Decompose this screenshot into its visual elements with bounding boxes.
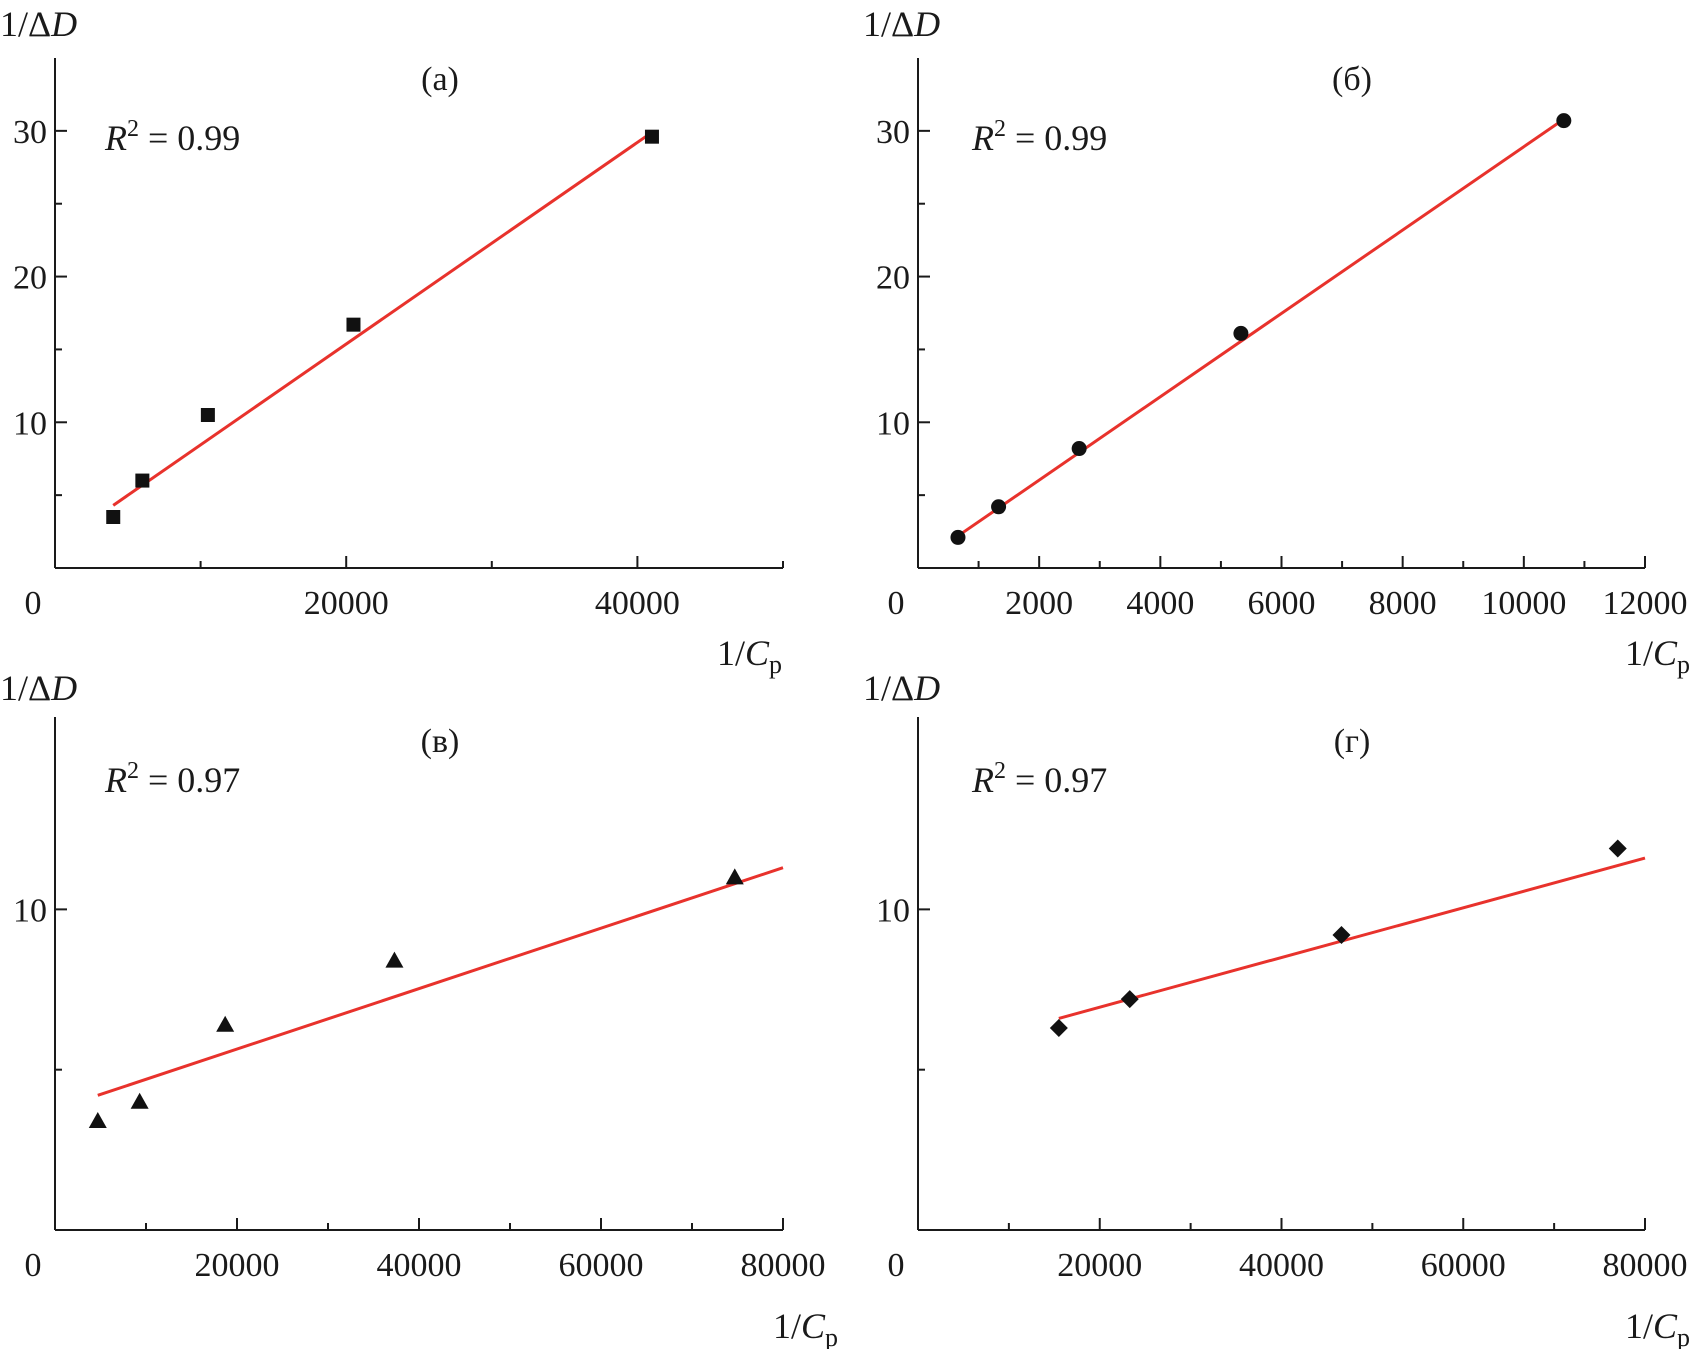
data-point-diamond [1120, 990, 1139, 1009]
data-point-circle [950, 529, 966, 545]
data-point-triangle [88, 1111, 107, 1128]
x-tick-label: 6000 [1248, 585, 1316, 622]
y-axis-title: 1/ΔD [863, 4, 940, 44]
x-tick-label: 80000 [741, 1247, 826, 1284]
r-squared-annotation: R2 = 0.97 [971, 758, 1107, 800]
data-point-triangle [130, 1092, 149, 1109]
panel-label: (г) [1334, 723, 1371, 760]
data-point-triangle [216, 1015, 235, 1032]
x-tick-label: 10000 [1481, 585, 1566, 622]
data-point-square [135, 473, 150, 488]
data-point-diamond [1049, 1019, 1068, 1038]
r-squared-annotation: R2 = 0.99 [971, 116, 1107, 158]
x-tick-label: 8000 [1369, 585, 1437, 622]
y-axis-title: 1/ΔD [863, 668, 940, 708]
panel-3: 20000 40000 60000 80000 10 0 1/ΔD 1/Cp (в) R2 = 0… [0, 668, 838, 1349]
fit-line [112, 131, 653, 507]
x-tick-label: 12000 [1603, 585, 1688, 622]
panel-1: 20000 40000 10 20 30 0 1/ΔD 1/Cp (а) R2 = 0.99 [0, 4, 784, 679]
x-tick-label: 4000 [1126, 585, 1194, 622]
data-point-square [106, 510, 121, 524]
data-point-circle [1556, 113, 1572, 129]
panel-label: (б) [1332, 61, 1372, 98]
y-tick-label: 10 [13, 892, 47, 929]
y-axis-title: 1/ΔD [0, 668, 77, 708]
data-point-circle [991, 499, 1007, 515]
x-tick-label: 40000 [595, 585, 680, 622]
fit-line [97, 866, 784, 1097]
y-axis-title: 1/ΔD [0, 4, 77, 44]
y-tick-label: 10 [13, 405, 47, 442]
y-tick-label: 20 [13, 260, 47, 297]
panel-label: (в) [421, 723, 460, 760]
x-tick-label: 2000 [1005, 585, 1073, 622]
data-point-diamond [1608, 839, 1627, 858]
x-axis-title: 1/Cp [1625, 633, 1690, 679]
data-point-diamond [1332, 926, 1351, 945]
x-tick-label: 20000 [1057, 1247, 1142, 1284]
origin-label: 0 [888, 585, 905, 622]
panel-label: (а) [421, 61, 459, 98]
y-tick-label: 10 [876, 405, 910, 442]
x-tick-label: 40000 [1239, 1247, 1324, 1284]
y-tick-label: 10 [876, 892, 910, 929]
x-axis-title: 1/Cp [1625, 1306, 1690, 1349]
x-tick-label: 20000 [304, 585, 389, 622]
fit-line [957, 117, 1565, 538]
data-point-square [200, 408, 215, 422]
panel-2: 2000 4000 6000 8000 10000 12000 10 20 30 0 1/ΔD 1/C… [863, 4, 1690, 679]
origin-label: 0 [888, 1247, 905, 1284]
x-tick-label: 40000 [377, 1247, 462, 1284]
x-tick-label: 20000 [195, 1247, 280, 1284]
origin-label: 0 [25, 585, 42, 622]
y-tick-label: 30 [13, 114, 47, 151]
data-point-circle [1233, 325, 1249, 341]
origin-label: 0 [25, 1247, 42, 1284]
data-point-triangle [385, 951, 404, 968]
r-squared-annotation: R2 = 0.97 [104, 758, 240, 800]
x-axis-title: 1/Cp [773, 1306, 838, 1349]
y-tick-label: 20 [876, 260, 910, 297]
data-point-square [644, 129, 659, 144]
fit-line [1058, 856, 1646, 1020]
data-point-triangle [725, 868, 744, 885]
y-tick-label: 30 [876, 114, 910, 151]
r-squared-annotation: R2 = 0.99 [104, 116, 240, 158]
x-tick-label: 60000 [1421, 1247, 1506, 1284]
panel-4: 20000 40000 60000 80000 10 0 1/ΔD 1/Cp (г) R2 = 0… [863, 668, 1690, 1349]
x-tick-label: 60000 [559, 1247, 644, 1284]
data-point-square [346, 317, 361, 332]
x-axis-title: 1/Cp [717, 633, 782, 679]
x-tick-label: 80000 [1603, 1247, 1688, 1284]
data-point-circle [1071, 441, 1087, 457]
